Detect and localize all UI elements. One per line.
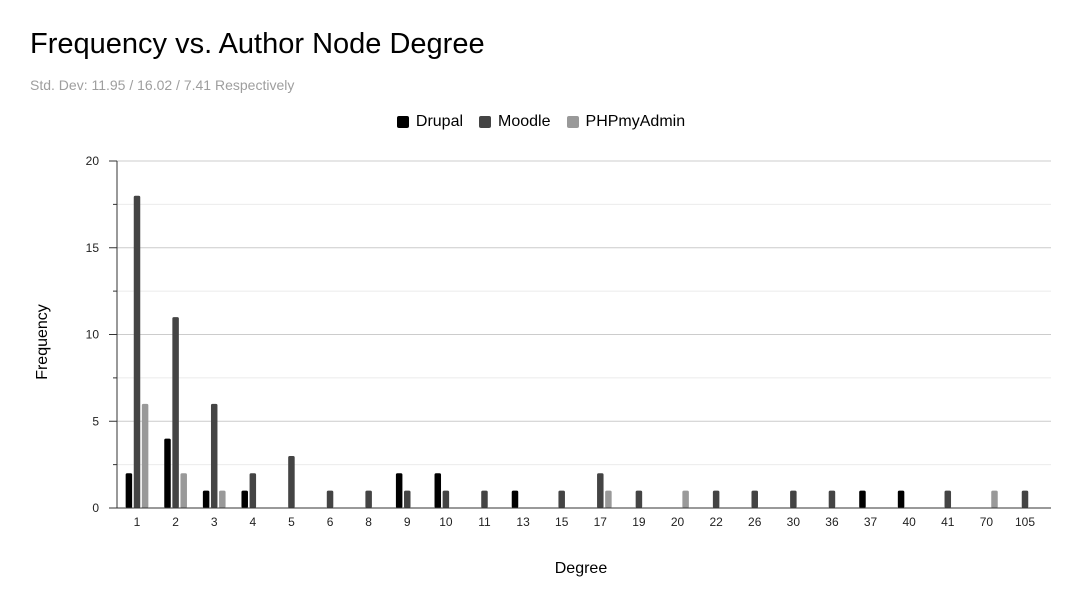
y-axis-title: Frequency	[34, 304, 51, 380]
x-tick-label: 15	[555, 515, 569, 529]
bar-drupal-40[interactable]	[897, 490, 905, 508]
y-tick-label: 15	[86, 241, 100, 255]
bar-drupal-4[interactable]	[241, 490, 248, 508]
bar-drupal-9[interactable]	[395, 473, 403, 508]
y-axis-ticks: 0 5 10 15 20	[86, 154, 117, 515]
x-tick-label: 10	[439, 515, 453, 529]
bar-moodle-10[interactable]	[442, 490, 450, 508]
bars	[125, 195, 1029, 508]
legend-label-moodle: Moodle	[498, 113, 551, 130]
bar-phpmyadmin-70[interactable]	[991, 490, 998, 508]
bar-phpmyadmin-20[interactable]	[682, 490, 689, 508]
bar-moodle-6[interactable]	[326, 490, 334, 508]
bar-moodle-19[interactable]	[635, 490, 643, 508]
x-tick-label: 4	[249, 515, 256, 529]
bar-phpmyadmin-17[interactable]	[605, 490, 612, 508]
legend-swatch-moodle	[479, 116, 492, 128]
x-tick-label: 40	[902, 515, 916, 529]
x-tick-label: 13	[516, 515, 530, 529]
x-tick-label: 19	[632, 515, 646, 529]
bar-moodle-105[interactable]	[1021, 490, 1029, 508]
x-tick-label: 5	[288, 515, 295, 529]
bar-moodle-5[interactable]	[288, 455, 295, 508]
bar-moodle-15[interactable]	[558, 490, 565, 508]
legend-swatch-phpmyadmin	[566, 116, 579, 128]
y-tick-label: 5	[92, 414, 99, 428]
bar-moodle-2[interactable]	[172, 317, 179, 508]
y-tick-label: 20	[86, 154, 100, 168]
legend-label-phpmyadmin: PHPmyAdmin	[585, 113, 686, 130]
x-tick-label: 70	[980, 515, 994, 529]
x-axis-ticks: 1 2 3 4 5 6 8 9 10 11 13 15 17 19 20 22 26 30 36 37 40 41 70 10…	[134, 515, 1036, 529]
y-tick-label: 10	[86, 328, 100, 342]
legend-swatch-drupal	[396, 116, 409, 128]
legend-item-drupal[interactable]: Drupal	[396, 113, 464, 131]
x-tick-label: 20	[671, 515, 685, 529]
x-tick-label: 2	[172, 515, 179, 529]
chart-subtitle: Std. Dev: 11.95 / 16.02 / 7.41 Respectiv…	[30, 77, 295, 93]
x-tick-label: 26	[748, 515, 762, 529]
bar-drupal-1[interactable]	[125, 473, 133, 508]
x-tick-label: 17	[594, 515, 608, 529]
x-tick-label: 36	[825, 515, 839, 529]
bar-phpmyadmin-3[interactable]	[219, 490, 226, 508]
x-tick-label: 6	[327, 515, 334, 529]
bar-drupal-10[interactable]	[434, 473, 442, 508]
bar-moodle-8[interactable]	[365, 490, 372, 508]
y-tick-label: 0	[92, 501, 99, 515]
bar-moodle-26[interactable]	[751, 490, 758, 508]
gridlines	[117, 160, 1051, 509]
legend-item-phpmyadmin[interactable]: PHPmyAdmin	[566, 113, 686, 131]
bar-phpmyadmin-2[interactable]	[180, 473, 187, 508]
x-tick-label: 11	[478, 515, 491, 529]
x-tick-label: 30	[787, 515, 801, 529]
bar-drupal-2[interactable]	[164, 438, 171, 508]
bar-moodle-17[interactable]	[597, 473, 604, 508]
legend-label-drupal: Drupal	[415, 113, 464, 130]
x-axis-title: Degree	[555, 560, 608, 577]
x-tick-label: 105	[1015, 515, 1035, 529]
legend: Drupal Moodle PHPmyAdmin	[0, 113, 1082, 131]
x-tick-label: 37	[864, 515, 878, 529]
bar-drupal-3[interactable]	[202, 490, 210, 508]
bar-moodle-41[interactable]	[944, 490, 952, 508]
x-tick-label: 41	[941, 515, 955, 529]
x-tick-label: 22	[709, 515, 723, 529]
bar-moodle-9[interactable]	[404, 490, 411, 508]
bar-moodle-22[interactable]	[712, 490, 720, 508]
legend-item-moodle[interactable]: Moodle	[479, 113, 551, 131]
bar-moodle-3[interactable]	[210, 403, 218, 508]
x-tick-label: 3	[211, 515, 218, 529]
bar-drupal-37[interactable]	[859, 490, 866, 508]
bar-moodle-4[interactable]	[249, 473, 257, 508]
bar-drupal-13[interactable]	[511, 490, 519, 508]
chart-title: Frequency vs. Author Node Degree	[30, 28, 485, 60]
bar-moodle-30[interactable]	[790, 490, 797, 508]
bar-moodle-1[interactable]	[133, 195, 141, 508]
bar-phpmyadmin-1[interactable]	[141, 403, 149, 508]
x-tick-label: 1	[134, 515, 141, 529]
x-tick-label: 8	[365, 515, 372, 529]
bar-moodle-36[interactable]	[828, 490, 836, 508]
bar-moodle-11[interactable]	[481, 490, 488, 508]
x-tick-label: 9	[404, 515, 411, 529]
